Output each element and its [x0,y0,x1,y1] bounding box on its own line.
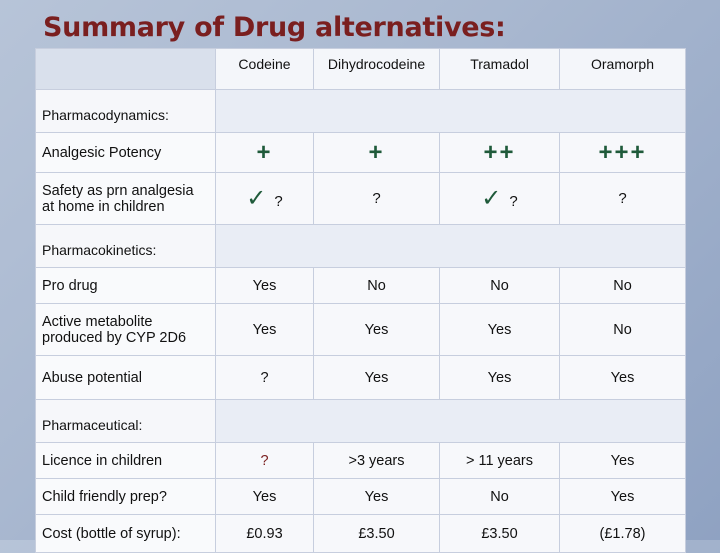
table-cell: Yes [559,442,686,479]
check-mark-icon: ✓ [481,185,502,212]
table-row-analgesic-potency: Analgesic Potency + + ++ +++ [35,132,686,173]
table-row-licence: Licence in children ? >3 years > 11 year… [35,442,686,479]
slide-title: Summary of Drug alternatives: [43,12,506,43]
table-cell: Yes [439,303,560,356]
table-row-safety: Safety as prn analgesia at home in child… [35,172,686,225]
section-fill [215,224,686,268]
table-row-active-metabolite: Active metabolite produced by CYP 2D6 Ye… [35,303,686,356]
table-cell: No [439,478,560,515]
drug-comparison-table: Codeine Dihydrocodeine Tramadol Oramorph… [35,48,686,553]
header-row: Codeine Dihydrocodeine Tramadol Oramorph [35,48,686,90]
row-label: Child friendly prep? [35,478,216,515]
section-row-pharmaceutical: Pharmaceutical: [35,399,686,443]
check-question-cell: ✓? [439,172,560,225]
section-row-pharmacokinetics: Pharmacokinetics: [35,224,686,268]
question-mark: ? [618,190,627,207]
check-mark-icon: ✓ [246,185,267,212]
question-mark: ? [274,193,283,210]
section-fill [215,89,686,133]
table-row-pro-drug: Pro drug Yes No No No [35,267,686,304]
question-mark: ? [260,452,269,469]
header-corner [35,48,216,90]
row-label: Cost (bottle of syrup): [35,514,216,553]
table-cell: £3.50 [313,514,440,553]
table-cell: £3.50 [439,514,560,553]
plus-symbol: ++ [483,138,516,166]
table-cell: Yes [215,303,314,356]
table-cell: Yes [439,355,560,400]
table-cell: No [559,303,686,356]
table-cell: Yes [215,267,314,304]
question-mark: ? [509,193,518,210]
table-row-child-friendly-prep: Child friendly prep? Yes Yes No Yes [35,478,686,515]
column-header-oramorph: Oramorph [559,48,686,90]
table-cell: No [439,267,560,304]
row-label: Licence in children [35,442,216,479]
column-header-tramadol: Tramadol [439,48,560,90]
check-question-cell: ✓? [215,172,314,225]
plus-symbol: + [256,138,273,166]
table-cell: £0.93 [215,514,314,553]
section-label: Pharmacokinetics: [35,224,216,268]
table-cell: Yes [313,478,440,515]
column-header-codeine: Codeine [215,48,314,90]
row-label: Analgesic Potency [35,132,216,173]
section-fill [215,399,686,443]
table-cell: Yes [559,478,686,515]
section-row-pharmacodynamics: Pharmacodynamics: [35,89,686,133]
table-cell: Yes [313,355,440,400]
row-label: Safety as prn analgesia at home in child… [35,172,216,225]
table-cell: (£1.78) [559,514,686,553]
table-cell: > 11 years [439,442,560,479]
plus-symbol: + [368,138,385,166]
table-cell: No [313,267,440,304]
section-label: Pharmaceutical: [35,399,216,443]
table-cell: Yes [559,355,686,400]
table-cell: No [559,267,686,304]
section-label: Pharmacodynamics: [35,89,216,133]
plus-symbol: +++ [598,138,647,166]
row-label: Abuse potential [35,355,216,400]
table-cell: Yes [215,478,314,515]
row-label: Active metabolite produced by CYP 2D6 [35,303,216,356]
table-cell: Yes [313,303,440,356]
table-row-abuse-potential: Abuse potential ? Yes Yes Yes [35,355,686,400]
table-cell: ? [215,442,314,479]
column-header-dihydrocodeine: Dihydrocodeine [313,48,440,90]
table-row-cost: Cost (bottle of syrup): £0.93 £3.50 £3.5… [35,514,686,553]
row-label: Pro drug [35,267,216,304]
table-cell: ? [215,355,314,400]
table-cell: >3 years [313,442,440,479]
question-mark: ? [372,190,381,207]
